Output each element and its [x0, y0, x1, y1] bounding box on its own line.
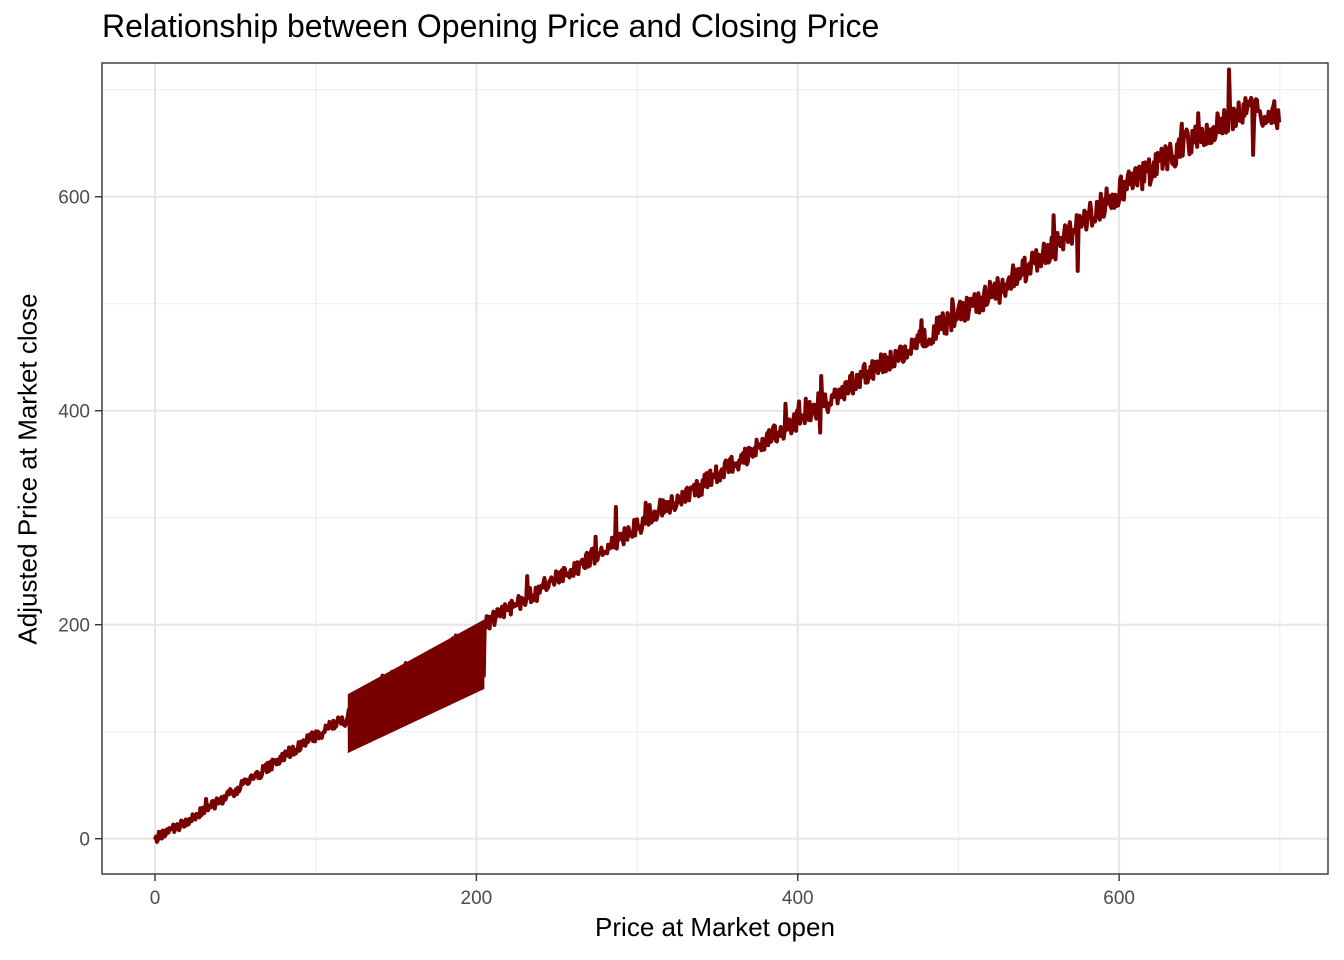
- x-axis-ticks: 0 200 400 600: [150, 874, 1135, 909]
- series-layer: [153, 67, 1282, 844]
- series-line: [153, 67, 1282, 844]
- x-tick-label: 400: [782, 888, 814, 909]
- y-tick-label: 0: [79, 830, 90, 851]
- y-axis-label: Adjusted Price at Market close: [12, 293, 43, 645]
- x-tick-label: 0: [150, 888, 161, 909]
- y-tick-label: 400: [58, 402, 90, 423]
- y-axis-ticks: 0 200 400 600: [58, 188, 102, 851]
- grid-minor: [102, 63, 1328, 874]
- x-tick-label: 600: [1103, 888, 1135, 909]
- x-tick-label: 200: [461, 888, 493, 909]
- y-tick-label: 600: [58, 188, 90, 209]
- plot-border: [101, 62, 1329, 875]
- x-axis-label: Price at Market open: [595, 912, 835, 942]
- y-tick-label: 200: [58, 616, 90, 637]
- chart-title: Relationship between Opening Price and C…: [102, 8, 880, 44]
